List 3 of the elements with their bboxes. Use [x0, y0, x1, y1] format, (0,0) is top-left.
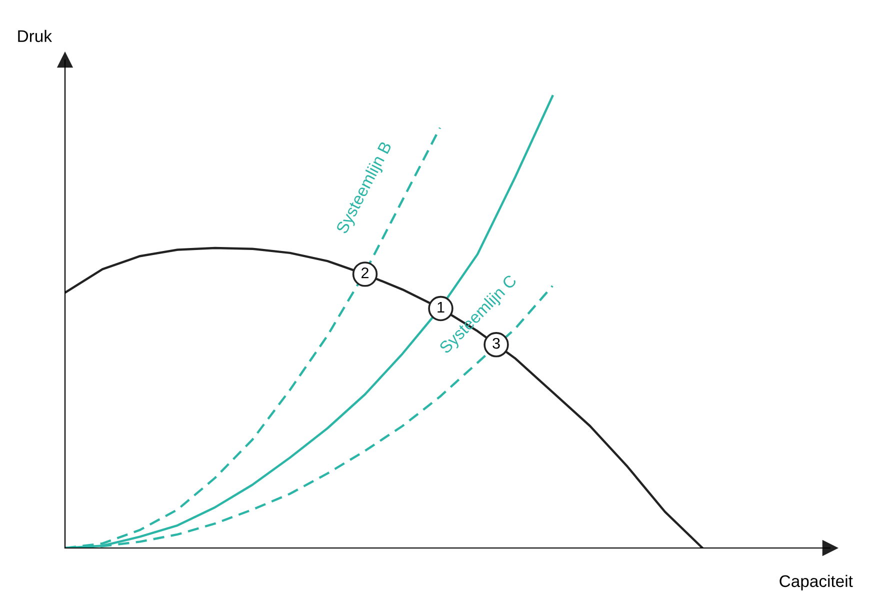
- x-axis-title: Capaciteit: [780, 574, 853, 590]
- y-axis-title: Druk: [18, 30, 52, 42]
- annotation: 2: [362, 267, 368, 278]
